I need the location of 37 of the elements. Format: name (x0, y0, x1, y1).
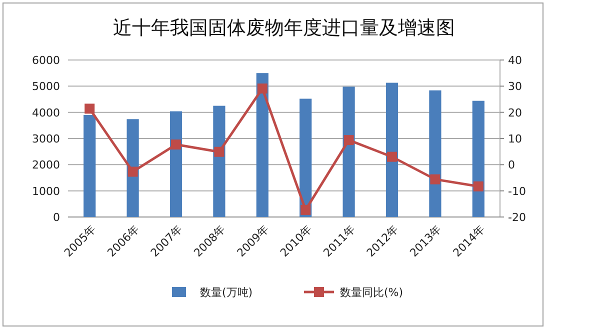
bar (342, 86, 355, 217)
y-tick-label: 6000 (32, 54, 60, 67)
y-tick-label: 1000 (32, 184, 60, 198)
y-tick-label: 5000 (32, 80, 60, 94)
y2-tick-label: 40 (508, 54, 522, 67)
bar (256, 73, 268, 217)
y-tick-label: 3000 (32, 132, 60, 146)
y-tick-label: 4000 (32, 106, 60, 120)
legend-label: 数量(万吨) (200, 286, 253, 299)
point (430, 174, 440, 184)
bar (84, 114, 96, 217)
point (257, 84, 268, 94)
point (473, 181, 484, 192)
legend-label: 数量同比(%) (340, 286, 404, 299)
bar (170, 111, 182, 217)
bar (472, 100, 484, 217)
chart-title: 近十年我国固体废物年度进口量及增速图 (113, 17, 455, 39)
bar (429, 90, 442, 217)
point (128, 166, 138, 177)
y-tick-label: 2000 (32, 158, 60, 172)
y2-tick-label: 10 (508, 132, 522, 146)
y2-tick-label: -20 (508, 211, 526, 224)
y2-tick-label: -10 (508, 184, 526, 198)
bar (300, 98, 312, 217)
point (171, 140, 181, 150)
bar (213, 106, 226, 217)
point (214, 146, 224, 157)
bar (126, 119, 139, 217)
point (387, 152, 397, 162)
point (84, 104, 95, 114)
point (344, 135, 354, 146)
y2-tick-label: 0 (508, 158, 515, 172)
y2-tick-label: 20 (508, 106, 522, 120)
y-tick-label: 0 (53, 211, 60, 224)
bar (386, 82, 398, 217)
point (300, 204, 311, 215)
y2-tick-label: 30 (508, 80, 522, 94)
